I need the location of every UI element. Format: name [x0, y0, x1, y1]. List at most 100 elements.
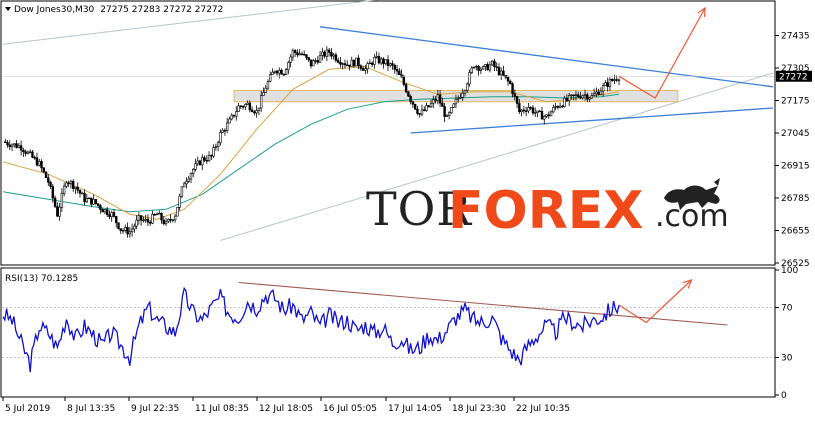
- candle-body: [355, 57, 358, 67]
- candle-body: [187, 178, 190, 182]
- candle-body: [314, 60, 317, 62]
- channel-upper-line: [2, 0, 380, 45]
- candle-body: [411, 101, 415, 105]
- candle-body: [538, 110, 541, 113]
- candle-body: [69, 180, 73, 184]
- candle-body: [212, 147, 215, 157]
- candle-body: [364, 68, 367, 71]
- candle-body: [171, 219, 175, 221]
- candle-body: [296, 52, 299, 56]
- forecast-arrow: [618, 7, 706, 99]
- brand-logo: TOR FOREX .com: [366, 178, 729, 241]
- candle-body: [552, 106, 555, 113]
- candle-body: [416, 108, 419, 114]
- candle-body: [241, 106, 245, 108]
- rsi-tick-label: 0: [781, 391, 787, 401]
- candle-body: [545, 114, 548, 117]
- candle-body: [124, 227, 127, 231]
- candle-body: [303, 53, 306, 56]
- candle-body: [74, 186, 77, 189]
- candle-body: [359, 65, 363, 69]
- candle-body: [389, 63, 392, 66]
- candle-body: [72, 180, 75, 189]
- candle-body: [373, 57, 376, 65]
- candle-body: [327, 49, 331, 53]
- candle-body: [173, 215, 177, 221]
- candle-body: [53, 197, 57, 207]
- candle-body: [162, 219, 165, 225]
- candle-body: [4, 141, 7, 143]
- candle-body: [613, 79, 616, 81]
- candle-body: [266, 81, 270, 89]
- candle-body: [452, 103, 455, 108]
- candle-body: [432, 99, 435, 104]
- time-tick-label: 18 Jul 23:30: [452, 404, 506, 414]
- candle-body: [8, 144, 11, 148]
- candle-body: [592, 93, 596, 96]
- candle-body: [348, 64, 351, 67]
- time-tick-label: 22 Jul 10:35: [516, 404, 570, 414]
- candle-body: [518, 103, 521, 113]
- candle-body: [289, 56, 292, 63]
- price-axis: 27435 27305 27175 27045 26915 26785 26655 26525: [775, 32, 810, 269]
- candle-body: [463, 90, 467, 94]
- candle-body: [280, 69, 283, 75]
- candle-body: [601, 85, 605, 92]
- candle-body: [223, 129, 227, 132]
- candle-body: [56, 206, 59, 217]
- candle-body: [413, 103, 417, 110]
- time-tick-label: 8 Jul 13:35: [67, 404, 115, 414]
- candle-body: [339, 62, 342, 65]
- candle-body: [115, 216, 118, 224]
- candle-body: [454, 98, 458, 105]
- candle-body: [44, 171, 48, 179]
- time-tick-label: 12 Jul 18:05: [259, 404, 313, 414]
- candle-body: [606, 82, 609, 87]
- candle-body: [511, 83, 514, 95]
- candle-body: [366, 63, 369, 70]
- candle-body: [590, 95, 594, 99]
- candle-body: [96, 203, 100, 206]
- candle-body: [325, 49, 329, 57]
- candle-body: [572, 94, 575, 96]
- candle-body: [305, 54, 308, 58]
- candle-body: [78, 189, 82, 194]
- candle-body: [13, 143, 16, 146]
- candle-body: [278, 69, 281, 74]
- candle-body: [121, 230, 125, 232]
- candle-body: [153, 214, 156, 216]
- trendline-upper: [320, 26, 774, 88]
- candle-body: [62, 185, 66, 194]
- candle-body: [291, 50, 295, 58]
- candle-body: [332, 54, 335, 57]
- candle-body: [330, 52, 333, 57]
- candle-body: [436, 94, 440, 101]
- candle-body: [567, 95, 571, 101]
- candle-body: [22, 149, 25, 153]
- candles: [4, 46, 621, 238]
- candle-body: [481, 66, 485, 70]
- candle-body: [549, 111, 553, 117]
- candle-body: [257, 107, 261, 111]
- candle-body: [228, 118, 231, 124]
- candle-body: [336, 60, 340, 63]
- candle-body: [402, 76, 406, 85]
- candle-body: [255, 110, 258, 114]
- candle-body: [239, 105, 242, 107]
- rsi-pane: [0, 267, 776, 398]
- candle-body: [201, 157, 204, 166]
- candle-body: [361, 68, 365, 71]
- candle-body: [67, 182, 70, 184]
- candle-body: [490, 60, 494, 66]
- triangle-down-icon[interactable]: [5, 7, 11, 11]
- candle-body: [90, 197, 93, 205]
- brand-tor: TOR: [366, 182, 472, 236]
- candle-body: [316, 60, 319, 63]
- candle-body: [105, 209, 109, 215]
- candle-body: [420, 109, 424, 115]
- candle-body: [309, 59, 313, 67]
- candle-body: [343, 63, 347, 66]
- candle-body: [210, 154, 213, 157]
- candle-body: [284, 69, 288, 75]
- candle-body: [85, 198, 88, 203]
